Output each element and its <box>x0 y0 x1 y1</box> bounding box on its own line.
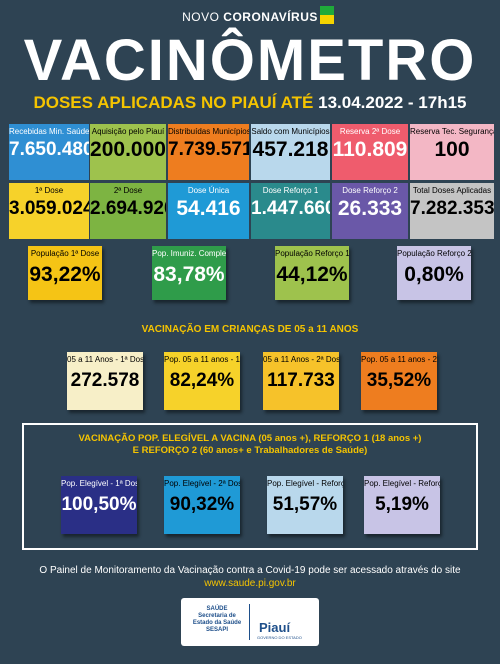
stat-box-row1-2-label: Distribuídas Municípios <box>168 127 249 136</box>
stat-box-row2-5-value: 7.282.353 <box>410 198 494 219</box>
kids-box-2-value: 117.733 <box>267 370 335 391</box>
population-box-0: População 1ª Dose 93,22% <box>28 246 102 300</box>
stat-box-row2-4: Dose Reforço 2 26.333 <box>332 183 408 239</box>
logo-state-sub: GOVERNO DO ESTADO <box>257 635 302 640</box>
stat-box-row1-3-value: 457.218 <box>252 138 329 161</box>
stat-box-row2-0-value: 3.059.024 <box>9 198 89 219</box>
eligible-box-2-label: Pop. Elegível - Reforço 1 <box>267 479 343 488</box>
stat-box-row2-4-label: Dose Reforço 2 <box>342 186 398 195</box>
population-box-0-label: População 1ª Dose <box>30 249 100 258</box>
footer-link[interactable]: www.saude.pi.gov.br <box>204 578 296 589</box>
population-box-3: População Reforço 2 0,80% <box>397 246 471 300</box>
population-box-1-value: 83,78% <box>153 263 225 286</box>
stat-box-row1-4: Reserva 2ª Dose 110.809 <box>332 124 408 180</box>
stat-box-row1-5: Reserva Tec. Segurança 100 <box>410 124 494 180</box>
stat-box-row1-0-value: 7.650.480 <box>9 139 89 160</box>
stat-box-row2-4-value: 26.333 <box>337 197 403 220</box>
kids-box-2-label: 05 a 11 Anos - 2ª Dose <box>263 355 339 364</box>
kids-section-title: VACINAÇÃO EM CRIANÇAS DE 05 a 11 ANOS <box>141 324 359 335</box>
population-box-1-label: Pop. Imuniz. Completa <box>152 249 226 258</box>
stat-box-row1-1-value: 200.000 <box>90 138 166 161</box>
footer: O Painel de Monitoramento da Vacinação c… <box>0 564 500 590</box>
population-box-2: População Reforço 1 44,12% <box>275 246 349 300</box>
stat-box-row2-2: Dose Única 54.416 <box>168 183 249 239</box>
stat-box-row2-5-label: Total Doses Aplicadas <box>412 186 492 195</box>
stat-box-row1-3-label: Saldo com Municípios <box>251 127 330 136</box>
brazil-flag-icon <box>320 6 334 24</box>
stat-box-row1-2: Distribuídas Municípios 7.739.571 <box>168 124 249 180</box>
eligible-box-1-value: 90,32% <box>169 494 235 515</box>
stat-box-row1-1: Aquisição pelo Piauí 200.000 <box>90 124 166 180</box>
kids-box-0-label: 05 a 11 Anos - 1ª Dose <box>67 355 143 364</box>
page-title: VACINÔMETRO <box>23 28 477 93</box>
kids-box-3: Pop. 05 a 11 anos - 2ª Dose 35,52% <box>361 352 437 410</box>
population-box-3-label: População Reforço 2 <box>397 249 471 258</box>
stat-box-row2-2-label: Dose Única <box>187 186 230 195</box>
stat-box-row2-3: Dose Reforço 1 1.447.660 <box>251 183 330 239</box>
kids-box-1-label: Pop. 05 a 11 anos - 1ª Dose <box>164 355 240 364</box>
population-box-2-label: População Reforço 1 <box>275 249 349 258</box>
stat-box-row1-1-label: Aquisição pelo Piauí <box>91 127 165 136</box>
stat-box-row2-1-label: 2ª Dose <box>113 186 143 195</box>
kids-box-1: Pop. 05 a 11 anos - 1ª Dose 82,24% <box>164 352 240 410</box>
stat-box-row1-0: Recebidas Min. Saúde 7.650.480 <box>9 124 89 180</box>
stat-box-row2-1-value: 2.694.920 <box>90 198 166 219</box>
logo-health-text: SAÚDE Secretaria de Estado da Saúde SESA… <box>192 606 242 633</box>
logo-divider <box>249 604 250 640</box>
top-label: NOVO CORONAVÍRUS <box>182 10 318 24</box>
stat-box-row1-0-label: Recebidas Min. Saúde <box>9 127 89 136</box>
stat-box-row1-4-label: Reserva 2ª Dose <box>339 127 401 136</box>
stat-box-row2-3-label: Dose Reforço 1 <box>262 186 319 195</box>
eligible-box-2-value: 51,57% <box>272 494 338 515</box>
kids-box-1-value: 82,24% <box>169 370 235 391</box>
eligible-box-3: Pop. Elegível - Reforço 2 5,19% <box>364 476 440 534</box>
stat-box-row1-4-value: 110.809 <box>332 138 408 161</box>
stat-box-row2-5: Total Doses Aplicadas 7.282.353 <box>410 183 494 239</box>
kids-box-0: 05 a 11 Anos - 1ª Dose 272.578 <box>67 352 143 410</box>
population-box-0-value: 93,22% <box>29 263 101 286</box>
stat-box-row2-0: 1ª Dose 3.059.024 <box>9 183 89 239</box>
logo-state-name: Piauí <box>259 620 291 635</box>
eligible-box-1-label: Pop. Elegível - 2ª Dose <box>164 479 240 488</box>
eligible-box-0-label: Pop. Elegível - 1ª Dose <box>61 479 137 488</box>
eligible-box-0-value: 100,50% <box>61 494 137 515</box>
eligible-box-0: Pop. Elegível - 1ª Dose 100,50% <box>61 476 137 534</box>
population-box-1: Pop. Imuniz. Completa 83,78% <box>152 246 226 300</box>
eligible-box-2: Pop. Elegível - Reforço 1 51,57% <box>267 476 343 534</box>
kids-box-3-label: Pop. 05 a 11 anos - 2ª Dose <box>361 355 437 364</box>
eligible-section-title: VACINAÇÃO POP. ELEGÍVEL A VACINA (05 ano… <box>78 433 422 456</box>
kids-box-0-value: 272.578 <box>70 370 140 391</box>
stat-box-row2-1: 2ª Dose 2.694.920 <box>90 183 166 239</box>
stat-box-row2-0-label: 1ª Dose <box>34 186 64 195</box>
eligible-box-3-value: 5,19% <box>375 494 429 515</box>
stat-box-row1-5-label: Reserva Tec. Segurança <box>410 127 494 136</box>
stat-box-row2-2-value: 54.416 <box>176 197 241 220</box>
population-box-3-value: 0,80% <box>404 263 464 286</box>
government-logo: SAÚDE Secretaria de Estado da Saúde SESA… <box>181 598 319 646</box>
kids-box-3-value: 35,52% <box>366 370 432 391</box>
page-subtitle: DOSES APLICADAS NO PIAUÍ ATÉ 13.04.2022 … <box>33 93 467 112</box>
eligible-box-1: Pop. Elegível - 2ª Dose 90,32% <box>164 476 240 534</box>
eligible-frame <box>22 423 478 550</box>
stat-box-row2-3-value: 1.447.660 <box>251 198 330 219</box>
eligible-box-3-label: Pop. Elegível - Reforço 2 <box>364 479 440 488</box>
stat-box-row1-3: Saldo com Municípios 457.218 <box>251 124 330 180</box>
footer-text: O Painel de Monitoramento da Vacinação c… <box>39 565 461 576</box>
population-box-2-value: 44,12% <box>276 263 348 286</box>
kids-box-2: 05 a 11 Anos - 2ª Dose 117.733 <box>263 352 339 410</box>
stat-box-row1-2-value: 7.739.571 <box>168 139 249 160</box>
stat-box-row1-5-value: 100 <box>434 138 470 161</box>
